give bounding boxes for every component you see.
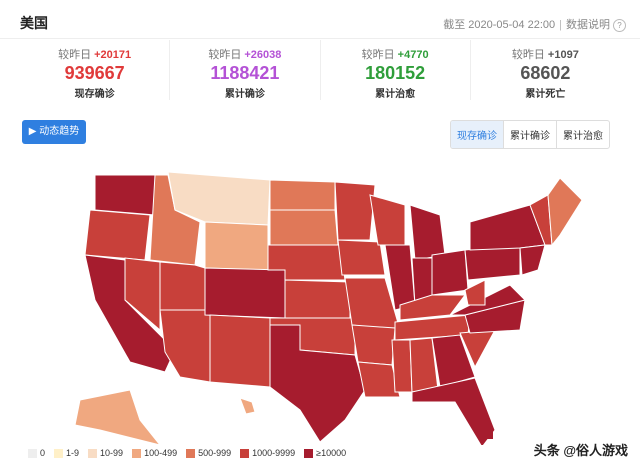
stat-card: 较昨日 +26038 1188421 累计确诊 [170,40,321,100]
state [431,334,476,388]
state [284,279,351,319]
delta-label: 较昨日 [511,49,545,61]
legend-item: 500-999 [186,448,231,458]
legend-swatch [88,448,98,458]
state [547,177,583,247]
stat-delta-row: 较昨日 +26038 [170,46,319,62]
state [239,397,256,415]
state [337,239,386,276]
state [334,181,376,241]
legend-label: ≥10000 [316,448,347,458]
stat-card: 较昨日 +4770 180152 累计治愈 [321,40,471,100]
stat-name: 累计死亡 [525,89,566,100]
legend-label: 10-99 [100,448,124,458]
us-map [74,171,583,445]
delta-value: +20171 [94,49,132,61]
state [84,209,151,261]
stat-delta-row: 较昨日 +1097 [471,46,620,62]
stat-name: 累计治愈 [375,89,416,100]
state [391,339,413,393]
legend-swatch [28,448,37,458]
delta-value: +4770 [397,49,429,61]
legend-item: 1-9 [54,448,79,458]
territory [483,431,493,439]
legend-item: 10-99 [88,448,123,458]
title: 美国 [20,15,48,31]
states [74,171,583,445]
stat-name: 累计确诊 [224,89,265,100]
state [409,204,446,261]
stat-card: 较昨日 +20171 939667 现存确诊 [20,40,171,100]
stat-card: 较昨日 +1097 68602 累计死亡 [471,40,620,100]
legend-label: 500-999 [198,448,232,458]
state [411,377,496,445]
tabs: 现存确诊 累计确诊 累计治愈 [450,120,610,149]
stat-value: 939667 [64,63,125,83]
delta-label: 较昨日 [58,49,92,61]
stat-value: 1188421 [210,63,280,83]
tab[interactable]: 现存确诊 [451,121,503,148]
state [269,209,339,246]
stat-value: 68602 [520,63,571,83]
state [94,174,156,216]
state [269,324,366,443]
legend-item: 1000-9999 [240,448,295,458]
state [269,179,336,211]
state [519,244,546,276]
state [399,294,466,321]
legend-item: 0 [28,448,45,458]
tab[interactable]: 累计治愈 [556,121,609,148]
state [124,257,161,332]
legend-swatch [54,448,64,458]
stat-value: 180152 [365,63,426,83]
legend-item: ≥10000 [304,448,346,458]
state [449,284,526,316]
legend-label: 0 [40,448,46,458]
trend-button[interactable]: ▶ 动态趋势 [22,120,86,144]
delta-label: 较昨日 [208,49,242,61]
legend-swatch [186,448,196,458]
stat-delta-row: 较昨日 +20171 [20,46,169,62]
state [149,174,201,266]
state [357,361,401,398]
state [464,279,486,306]
state [204,267,286,319]
legend-swatch [132,448,142,458]
tab[interactable]: 累计确诊 [503,121,556,148]
state [369,194,406,246]
legend-item: 100-499 [132,448,177,458]
state [204,221,269,271]
state [159,309,211,383]
legend-label: 1-9 [66,448,80,458]
delta-value: +26038 [244,49,282,61]
button-label[interactable]: 动态趋势 [39,126,80,137]
delta-value: +1097 [547,49,579,61]
header: 美国 截至 2020-05-04 22:00 | 数据说明? [0,0,640,39]
delta-label: 较昨日 [361,49,395,61]
legend-swatch [304,448,314,458]
legend: 0 1-9 10-99 100-499 500-999 1000-9999 ≥10000 [28,448,355,458]
state [159,261,206,311]
stats: 较昨日 +20171 939667 现存确诊 较昨日 +26038 1188421 累计确诊较… [20,40,620,100]
legend-label: 1000-9999 [252,448,296,458]
data-note[interactable]: 数据说明 [566,19,610,31]
state [209,314,271,388]
update-time: 截至 2020-05-04 22:00 [443,19,556,31]
state [431,249,469,296]
legend-label: 100-499 [144,448,178,458]
legend-swatch [240,448,250,458]
state [351,324,396,366]
watermark: 头条 @俗人游戏 [533,443,628,458]
update-info: 截至 2020-05-04 22:00 | 数据说明? [443,16,626,32]
stat-delta-row: 较昨日 +4770 [321,46,470,62]
stat-name: 现存确诊 [74,89,115,100]
state [74,389,161,445]
